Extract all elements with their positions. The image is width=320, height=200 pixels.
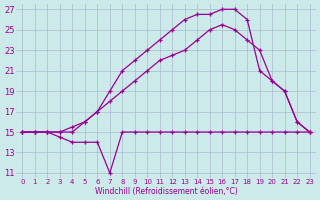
X-axis label: Windchill (Refroidissement éolien,°C): Windchill (Refroidissement éolien,°C) xyxy=(95,187,237,196)
